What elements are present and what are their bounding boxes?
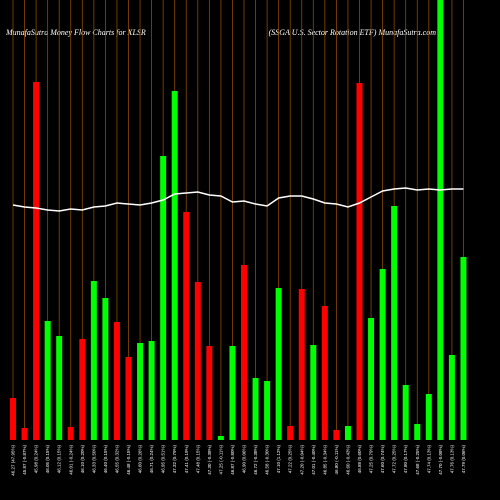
bar bbox=[194, 282, 201, 440]
x-tick-label: 46.71 (0.24%) bbox=[149, 445, 154, 474]
x-tick-label: 46.10 (0.20%) bbox=[80, 445, 85, 474]
bar bbox=[252, 378, 259, 440]
bar bbox=[241, 265, 247, 440]
money-flow-line bbox=[12, 187, 464, 212]
bar bbox=[113, 322, 120, 440]
bar bbox=[379, 269, 386, 440]
bar bbox=[229, 346, 236, 440]
bar bbox=[356, 83, 363, 440]
x-tick-label: 47.41 (0.19%) bbox=[184, 445, 189, 474]
x-tick-label: 46.01 (-0.24%) bbox=[68, 445, 73, 475]
x-tick-label: 45.87 (-0.87%) bbox=[22, 445, 27, 475]
bar bbox=[298, 289, 305, 440]
x-tick-label: 47.20 (-0.04%) bbox=[299, 445, 304, 475]
x-tick-label: 47.48 (0.15%) bbox=[195, 445, 200, 474]
bar bbox=[67, 427, 74, 440]
bar bbox=[102, 298, 109, 440]
x-tick-label: 47.70 (-0.08%) bbox=[438, 445, 443, 475]
bar bbox=[79, 339, 86, 440]
bar bbox=[183, 212, 190, 440]
bar bbox=[21, 428, 28, 440]
x-tick-label: 46.12 (0.15%) bbox=[57, 445, 62, 474]
bar bbox=[460, 257, 467, 440]
x-tick-label: 46.55 (0.32%) bbox=[114, 445, 119, 474]
x-tick-label: 47.25 (0.79%) bbox=[369, 445, 374, 474]
bar bbox=[125, 357, 132, 440]
bar bbox=[344, 426, 351, 440]
x-tick-label: 46.80 (-0.11%) bbox=[334, 445, 339, 475]
chart-subtitle: (SSGA U.S. Sector Rotation ETF) MunafaSu… bbox=[269, 28, 437, 37]
x-tick-label: 47.80 (0.17%) bbox=[403, 445, 408, 474]
bar bbox=[217, 436, 224, 440]
x-tick-label: 46.33 (0.50%) bbox=[91, 445, 96, 474]
bar bbox=[171, 91, 178, 440]
x-tick-label: 46.48 (-0.15%) bbox=[126, 445, 131, 475]
bar bbox=[321, 306, 328, 440]
bar bbox=[90, 281, 97, 440]
bar bbox=[264, 381, 271, 440]
bar bbox=[391, 206, 398, 440]
x-tick-label: 46.90 (0.06%) bbox=[242, 445, 247, 474]
bar bbox=[10, 398, 16, 440]
x-tick-label: 47.32 (0.79%) bbox=[172, 445, 177, 474]
x-tick-label: 46.95 (0.51%) bbox=[161, 445, 166, 474]
x-tick-label: 47.79 (0.06%) bbox=[461, 445, 466, 474]
bar bbox=[310, 345, 317, 440]
x-tick-label: 47.25 (-0.11%) bbox=[218, 445, 223, 475]
x-tick-label: 47.30 (-0.38%) bbox=[207, 445, 212, 475]
bar bbox=[275, 288, 282, 440]
x-tick-label: 46.60 (-0.43%) bbox=[345, 445, 350, 475]
x-tick-label: 47.72 (0.25%) bbox=[392, 445, 397, 474]
x-tick-label: 47.22 (0.25%) bbox=[288, 445, 293, 474]
x-tick-label: 47.76 (0.13%) bbox=[449, 445, 454, 474]
x-tick-label: 46.05 (0.15%) bbox=[45, 445, 50, 474]
chart-title: MunafaSutra Money Flow Charts for XLSR bbox=[5, 28, 146, 37]
x-tick-label: 46.88 (0.60%) bbox=[357, 445, 362, 474]
bar bbox=[137, 343, 144, 440]
bar bbox=[368, 318, 375, 440]
bar bbox=[148, 341, 155, 440]
x-tick-label: 47.68 (-0.25%) bbox=[415, 445, 420, 475]
bar bbox=[425, 394, 432, 440]
x-tick-label: 47.74 (0.13%) bbox=[426, 445, 431, 474]
bar bbox=[287, 426, 294, 440]
bar bbox=[414, 424, 421, 440]
bar bbox=[448, 355, 455, 440]
bar bbox=[333, 430, 340, 440]
bar bbox=[160, 156, 167, 440]
bar bbox=[402, 385, 409, 440]
x-tick-label: 46.87 (-0.80%) bbox=[230, 445, 235, 475]
x-tick-label: 46.60 (0.26%) bbox=[138, 445, 143, 474]
x-tick-label: 46.40 (0.15%) bbox=[103, 445, 108, 474]
bar bbox=[437, 0, 444, 440]
bar bbox=[56, 336, 63, 440]
bar bbox=[206, 346, 213, 440]
x-tick-label: 46.27 (47.95%) bbox=[11, 445, 16, 476]
x-tick-label: 47.10 (1.12%) bbox=[276, 445, 281, 474]
x-tick-label: 46.72 (-0.38%) bbox=[253, 445, 258, 475]
bar bbox=[44, 321, 51, 440]
x-tick-label: 45.98 (0.24%) bbox=[34, 445, 39, 474]
x-tick-label: 46.58 (-0.30%) bbox=[265, 445, 270, 475]
bar bbox=[33, 82, 40, 440]
x-tick-label: 46.85 (-0.34%) bbox=[322, 445, 327, 475]
x-tick-label: 47.01 (-0.40%) bbox=[311, 445, 316, 475]
x-tick-label: 47.60 (0.74%) bbox=[380, 445, 385, 474]
